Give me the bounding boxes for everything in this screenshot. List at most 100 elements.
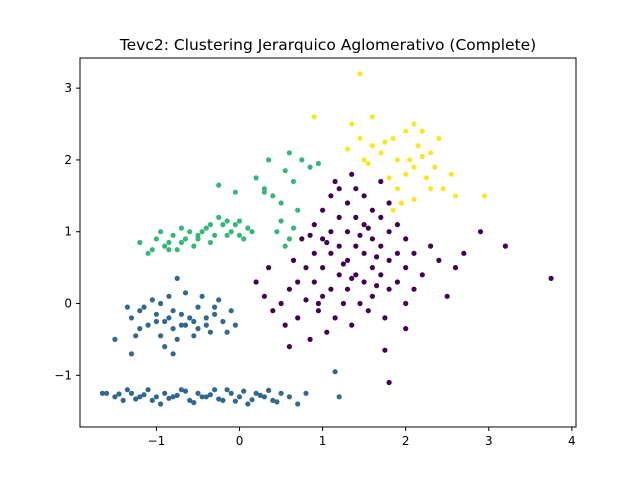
data-point [336,214,342,220]
data-point [403,236,409,242]
data-point [207,329,213,335]
data-point [428,243,434,249]
data-point [299,236,305,242]
data-point [419,128,425,134]
data-point [149,397,155,403]
data-point [419,272,425,278]
data-point [137,239,143,246]
data-point [178,322,184,328]
data-point [278,218,284,224]
data-point [286,236,292,242]
data-point [369,114,375,120]
data-point [340,261,346,267]
data-point [212,232,218,238]
data-point [386,200,392,206]
data-point [195,304,201,310]
data-point [207,222,213,228]
data-point [170,232,176,238]
data-point [220,222,226,228]
data-point [411,164,417,170]
data-point [315,308,321,314]
data-point [141,304,147,310]
data-point [112,394,118,400]
data-point [162,318,168,325]
data-point [328,229,334,235]
data-point [357,71,363,77]
data-point [369,207,375,213]
data-point [502,243,508,249]
data-point [174,247,180,253]
data-point [187,397,193,403]
data-point [191,318,197,325]
data-point [224,232,230,238]
data-point [369,143,375,149]
data-point [452,265,459,271]
data-point [212,304,218,310]
data-point [170,351,176,357]
data-point [104,390,110,396]
data-point [378,178,384,185]
data-point [361,193,367,199]
data-point [295,207,301,213]
data-point [324,329,330,335]
y-tick-label: 3 [64,81,72,95]
data-point [282,322,288,328]
data-point [149,297,155,303]
x-tick-label: −1 [148,434,166,448]
data-point [120,397,126,403]
data-point [166,315,172,321]
data-point [195,326,201,332]
points-layer [99,71,554,407]
data-point [482,193,488,199]
data-point [320,293,326,299]
data-point [261,293,267,299]
data-point [236,218,243,224]
data-point [249,229,255,235]
data-point [403,171,409,177]
data-point [232,322,238,328]
data-point [411,121,417,127]
data-point [224,329,230,335]
data-point [133,333,139,339]
data-point [349,171,355,177]
data-point [307,232,313,238]
data-point [112,336,118,342]
data-point [303,390,309,396]
data-point [428,150,434,156]
data-point [290,178,297,185]
data-point [158,401,164,407]
data-point [191,333,197,339]
data-point [232,189,238,195]
data-point [336,243,342,249]
data-point [282,168,288,174]
data-point [415,143,421,149]
data-point [444,293,450,299]
data-point [158,229,164,235]
data-point [307,164,313,170]
data-point [386,257,392,263]
data-point [361,279,367,285]
data-point [332,369,338,375]
data-point [174,275,180,281]
y-tick-label: −1 [54,368,72,382]
x-tick-label: 4 [568,434,576,448]
data-point [158,300,164,307]
data-point [290,257,297,263]
data-point [386,229,392,235]
data-point [224,218,230,224]
data-point [286,394,292,400]
data-point [386,379,392,386]
data-point [278,200,284,206]
data-point [199,394,205,400]
data-point [99,390,105,396]
data-point [266,265,272,271]
data-point [145,322,151,328]
data-point [286,150,292,156]
data-point [166,247,172,253]
data-point [253,390,259,396]
data-point [212,311,218,317]
data-point [357,300,363,307]
data-point [153,311,159,317]
data-point [245,401,251,407]
